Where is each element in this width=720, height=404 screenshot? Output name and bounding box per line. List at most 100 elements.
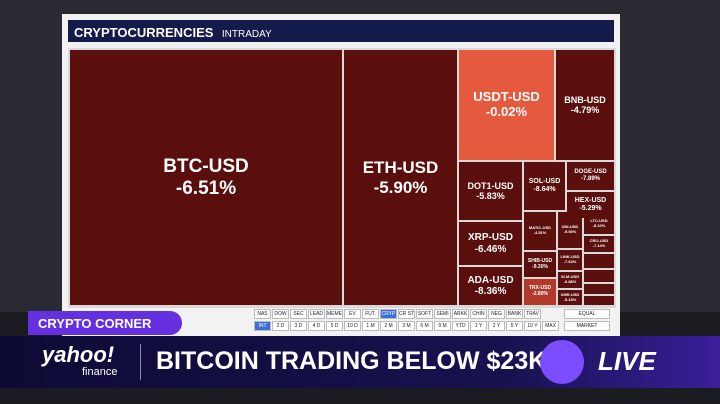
tab: 3 D <box>290 321 307 331</box>
tab: 3 M <box>398 321 415 331</box>
tile-label: USDT-USD <box>473 89 540 105</box>
tile: XMR-USD -5.15% <box>558 290 582 305</box>
tile-label: XMR-USD <box>560 291 580 297</box>
header-bar: CRYPTOCURRENCIES INTRADAY <box>68 20 614 42</box>
tab: MARKET <box>564 321 610 331</box>
tile-change: -5.83% <box>476 191 505 201</box>
tile-label: SOL-USD <box>528 177 561 185</box>
tile-change: -6.88% <box>563 279 577 284</box>
tabs: NAS DOW SEC LEAD MEME EV FUT. CRYP CR ST SOFT SEMI… <box>254 309 614 335</box>
tile-change: -7.14% <box>592 243 606 248</box>
live-logo <box>540 340 584 384</box>
tile-label: DOT1-USD <box>467 180 514 191</box>
tile: TRX-USD -2.80% <box>524 279 556 305</box>
headline: BITCOIN TRADING BELOW $23K <box>156 347 547 375</box>
subtitle: INTRADAY <box>221 29 272 40</box>
tile-change: -9.30% <box>532 263 548 270</box>
tile-label: HEX-USD <box>574 196 607 204</box>
tile: BNB-USD -4.79% <box>556 50 614 160</box>
tile-change: -6.51% <box>175 177 237 199</box>
tab: 6 M <box>416 321 433 331</box>
tile: XRP-USD -6.46% <box>459 222 522 265</box>
tile: CRO-USD -7.14% <box>584 236 614 252</box>
tile-label: BTC-USD <box>163 155 249 177</box>
tile-label: DOGE-USD <box>574 169 607 176</box>
tile: DOT1-USD -5.83% <box>459 162 522 220</box>
tab: YTD <box>452 321 469 331</box>
tile: LTC-USD -8.10% <box>584 214 614 234</box>
tab: INT <box>254 321 271 331</box>
tile: DOGE-USD -7.89% <box>567 162 614 190</box>
segment-tag: CRYPTO CORNER <box>28 311 182 335</box>
tile: LINK-USD -7.64% <box>558 250 582 270</box>
tab: 9 M <box>434 321 451 331</box>
tab: 10 Y <box>524 321 541 331</box>
live: LIVE <box>598 346 656 376</box>
tab: CR ST <box>398 309 415 319</box>
tile-small <box>584 284 614 294</box>
tile: MATIC-USD -4.51% <box>524 212 556 250</box>
tab: 2 D <box>272 321 289 331</box>
tile-change: -5.90% <box>373 177 428 197</box>
tab: FUT. <box>362 309 379 319</box>
tile: BTC-USD -6.51% <box>70 50 342 305</box>
tab: EV <box>344 309 361 319</box>
tile-label: TRX-USD <box>528 285 552 292</box>
tile-change: -5.15% <box>563 296 577 302</box>
tile-label: LINK-USD <box>560 254 580 260</box>
monitor: CRYPTOCURRENCIES INTRADAY BTC-USD -6.51% E… <box>62 14 620 336</box>
tab: ARKK <box>452 309 469 319</box>
tile-label: MATIC-USD <box>528 225 552 231</box>
logo-sub: finance <box>82 366 118 378</box>
tile-label: XLM-USD <box>560 274 580 280</box>
tab: 1 M <box>362 321 379 331</box>
tab: MEME <box>326 309 343 319</box>
logo: yahoo! <box>42 342 115 367</box>
tile-change: -0.02% <box>485 104 528 119</box>
tile: ADA-USD -8.36% <box>459 267 522 305</box>
tab: MAX <box>542 321 559 331</box>
tab: DOW <box>272 309 289 319</box>
tab: NEG <box>488 309 505 319</box>
tile: USDT-USD -0.02% <box>459 50 554 160</box>
tile-small <box>584 296 614 305</box>
tile-label: UNI-USD <box>561 224 579 230</box>
tile-change: -8.36% <box>474 286 507 297</box>
treemap: BTC-USD -6.51% ETH-USD -5.90% USDT-USD -0.02%… <box>68 48 616 308</box>
tab: 2 Y <box>488 321 505 331</box>
tile-change: -4.79% <box>570 105 600 115</box>
tile-change: -2.80% <box>532 291 548 297</box>
divider <box>140 344 141 380</box>
tile-label: ADA-USD <box>467 274 514 286</box>
tile-label: ETH-USD <box>362 157 439 177</box>
tab: LEAD <box>308 309 325 319</box>
tile: SHIB-USD -9.30% <box>524 252 556 277</box>
tile-label: SHIB-USD <box>527 257 553 264</box>
tab: CHIN <box>470 309 487 319</box>
tab: SEC <box>290 309 307 319</box>
tab: SEMI <box>434 309 451 319</box>
tile-change: -8.10% <box>592 223 606 228</box>
tile-label: XRP-USD <box>467 232 513 243</box>
tab: 1 Y <box>470 321 487 331</box>
tile-change: -4.51% <box>533 230 547 235</box>
tab: 4 D <box>308 321 325 331</box>
tile-small <box>584 254 614 268</box>
tile-change: -5.29% <box>579 205 602 212</box>
tile-change: -8.64% <box>533 186 556 193</box>
tab: 2 M <box>380 321 397 331</box>
tab: CRYP <box>380 309 397 319</box>
tab: TRAV <box>524 309 541 319</box>
tab: 5 Y <box>506 321 523 331</box>
tile: UNI-USD -5.93% <box>558 212 582 248</box>
tile-label: CRO-USD <box>589 238 609 244</box>
tab: 10 D <box>344 321 361 331</box>
title: CRYPTOCURRENCIES <box>74 25 214 40</box>
tile-change: -6.46% <box>474 243 507 255</box>
tile-small <box>584 270 614 282</box>
tile: SOL-USD -8.64% <box>524 162 565 210</box>
tile-label: BNB-USD <box>564 94 606 105</box>
tile-change: -5.93% <box>563 229 577 234</box>
tab: EQUAL <box>564 309 610 319</box>
